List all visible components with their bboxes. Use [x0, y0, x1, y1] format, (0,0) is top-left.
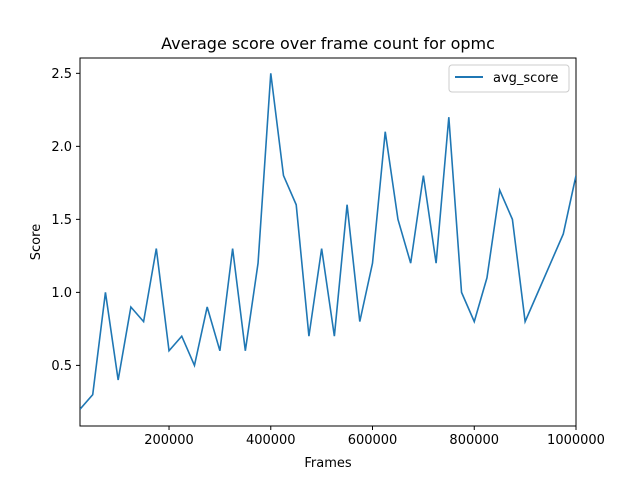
- x-tick-label: 800000: [449, 433, 499, 448]
- y-tick-label: 1.5: [51, 213, 72, 228]
- legend-box: [448, 64, 570, 93]
- y-tick-label: 0.5: [51, 359, 72, 374]
- series-line-avg-score: [80, 73, 576, 410]
- y-axis-ticks: 0.5 1.0 1.5 2.0 2.5: [51, 67, 80, 374]
- legend: avg_score: [448, 64, 570, 93]
- x-tick-label: 400000: [246, 433, 296, 448]
- legend-label-avg-score: avg_score: [493, 71, 558, 86]
- chart-title: Average score over frame count for opmc: [161, 34, 495, 53]
- plot-area: 200000 400000 600000 800000 1000000 0.5 1.0 1.…: [51, 57, 605, 448]
- y-axis-label: Score: [29, 224, 44, 260]
- y-tick-label: 2.0: [51, 140, 72, 155]
- y-tick-label: 2.5: [51, 67, 72, 82]
- plot-frame: [79, 57, 577, 427]
- x-tick-label: 200000: [144, 433, 194, 448]
- x-axis-ticks: 200000 400000 600000 800000 1000000: [144, 426, 605, 448]
- x-axis-label: Frames: [304, 456, 352, 471]
- series-layer: [80, 73, 576, 410]
- x-tick-label: 600000: [348, 433, 398, 448]
- y-tick-label: 1.0: [51, 286, 72, 301]
- x-tick-label: 1000000: [547, 433, 605, 448]
